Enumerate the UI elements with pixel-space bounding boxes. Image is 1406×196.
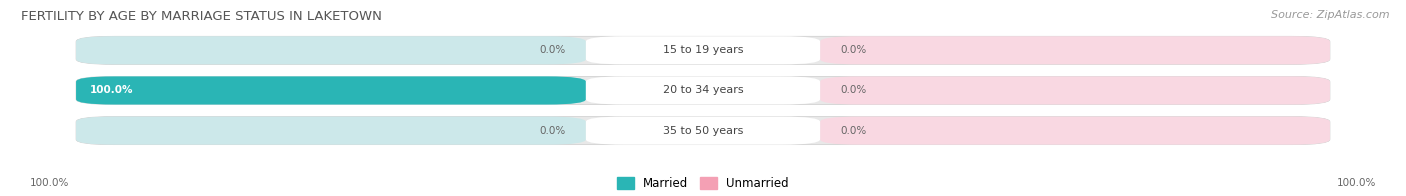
- FancyBboxPatch shape: [586, 117, 820, 145]
- FancyBboxPatch shape: [76, 76, 586, 104]
- Text: 35 to 50 years: 35 to 50 years: [662, 126, 744, 136]
- Text: FERTILITY BY AGE BY MARRIAGE STATUS IN LAKETOWN: FERTILITY BY AGE BY MARRIAGE STATUS IN L…: [21, 10, 382, 23]
- FancyBboxPatch shape: [820, 76, 1330, 104]
- Text: 15 to 19 years: 15 to 19 years: [662, 45, 744, 55]
- FancyBboxPatch shape: [76, 117, 586, 145]
- FancyBboxPatch shape: [76, 36, 586, 64]
- FancyBboxPatch shape: [586, 76, 820, 104]
- Text: 0.0%: 0.0%: [841, 45, 868, 55]
- Text: 100.0%: 100.0%: [1337, 178, 1376, 188]
- FancyBboxPatch shape: [76, 117, 1330, 145]
- FancyBboxPatch shape: [76, 76, 1330, 104]
- Text: 0.0%: 0.0%: [841, 85, 868, 95]
- Legend: Married, Unmarried: Married, Unmarried: [617, 177, 789, 190]
- Text: 0.0%: 0.0%: [538, 126, 565, 136]
- Text: 0.0%: 0.0%: [841, 126, 868, 136]
- FancyBboxPatch shape: [820, 117, 1330, 145]
- Text: Source: ZipAtlas.com: Source: ZipAtlas.com: [1271, 10, 1389, 20]
- Text: 100.0%: 100.0%: [30, 178, 69, 188]
- FancyBboxPatch shape: [820, 36, 1330, 64]
- FancyBboxPatch shape: [76, 76, 586, 104]
- FancyBboxPatch shape: [586, 36, 820, 64]
- Text: 20 to 34 years: 20 to 34 years: [662, 85, 744, 95]
- Text: 0.0%: 0.0%: [538, 45, 565, 55]
- Text: 100.0%: 100.0%: [90, 85, 134, 95]
- FancyBboxPatch shape: [76, 36, 1330, 64]
